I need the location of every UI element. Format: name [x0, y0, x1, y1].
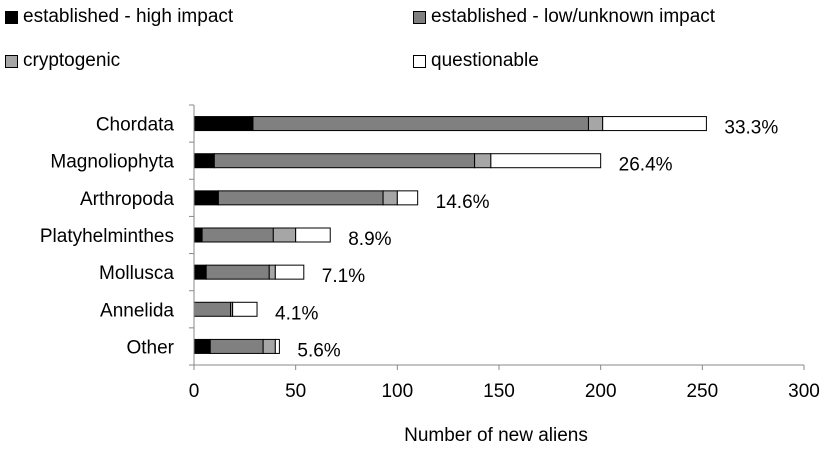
bar-segment-0-6 — [193, 338, 211, 354]
data-label: 8.9% — [348, 229, 391, 250]
bar-segment-3-3 — [295, 227, 331, 243]
x-tick-label: 200 — [585, 381, 617, 402]
category-label: Other — [126, 337, 174, 358]
category-label: Mollusca — [99, 263, 174, 284]
legend-label: questionable — [431, 50, 539, 71]
data-label: 5.6% — [297, 340, 340, 361]
category-label: Arthropoda — [80, 189, 174, 210]
category-label: Chordata — [96, 115, 175, 136]
data-label: 14.6% — [436, 192, 490, 213]
bars-group — [193, 116, 707, 354]
legend-item-high-impact: established - high impact — [5, 6, 233, 28]
legend-swatch — [5, 54, 18, 68]
bar-segment-1-5 — [193, 301, 232, 317]
category-label: Magnoliophyta — [50, 152, 174, 173]
bar-segment-1-4 — [205, 264, 270, 280]
x-tick-label: 300 — [788, 381, 820, 402]
bar-segment-0-1 — [193, 153, 215, 169]
data-label: 4.1% — [275, 303, 318, 324]
bar-segment-0-4 — [193, 264, 207, 280]
bar-segment-0-0 — [193, 116, 254, 132]
bar-segment-2-6 — [262, 338, 276, 354]
category-label: Annelida — [100, 300, 174, 321]
data-label: 33.3% — [724, 118, 778, 139]
bar-segment-3-6 — [274, 338, 280, 354]
bar-segment-3-0 — [602, 116, 707, 132]
bar-segment-3-4 — [274, 264, 305, 280]
bar-segment-2-0 — [587, 116, 604, 132]
bar-segment-1-6 — [209, 338, 264, 354]
legend-swatch — [413, 10, 426, 24]
legend-item-low-impact: established - low/unknown impact — [413, 6, 715, 28]
data-label: 7.1% — [322, 266, 365, 287]
chart-legend: established - high impact established - … — [0, 0, 835, 80]
x-axis-title: Number of new aliens — [404, 425, 588, 446]
x-tick-label: 0 — [189, 381, 200, 402]
x-tick-label: 100 — [381, 381, 413, 402]
bar-segment-3-1 — [490, 153, 602, 169]
bar-segment-2-1 — [474, 153, 492, 169]
bar-segment-1-0 — [252, 116, 589, 132]
legend-label: established - low/unknown impact — [431, 6, 716, 27]
bar-segment-3-5 — [232, 301, 258, 317]
bar-segment-3-2 — [396, 190, 419, 206]
x-tick-label: 50 — [285, 381, 306, 402]
category-label: Platyhelminthes — [40, 226, 174, 247]
bar-segment-2-3 — [272, 227, 297, 243]
axes-group — [189, 104, 805, 370]
bar-segment-1-3 — [201, 227, 274, 243]
x-tick-label: 250 — [686, 381, 718, 402]
legend-swatch — [5, 10, 18, 24]
legend-label: cryptogenic — [23, 50, 121, 71]
legend-item-questionable: questionable — [413, 50, 539, 72]
bar-segment-0-3 — [193, 227, 203, 243]
labels-group: Chordata 33.3% Magnoliophyta 26.4% Arthropod… — [40, 115, 820, 402]
bar-segment-1-2 — [217, 190, 384, 206]
legend-swatch — [413, 54, 426, 68]
bar-segment-1-1 — [213, 153, 476, 169]
data-label: 26.4% — [619, 155, 673, 176]
bar-segment-2-2 — [382, 190, 398, 206]
legend-item-cryptogenic: cryptogenic — [5, 50, 120, 72]
x-tick-label: 150 — [483, 381, 515, 402]
bar-segment-0-2 — [193, 190, 219, 206]
bar-segment-2-4 — [268, 264, 276, 280]
legend-label: established - high impact — [23, 6, 234, 27]
